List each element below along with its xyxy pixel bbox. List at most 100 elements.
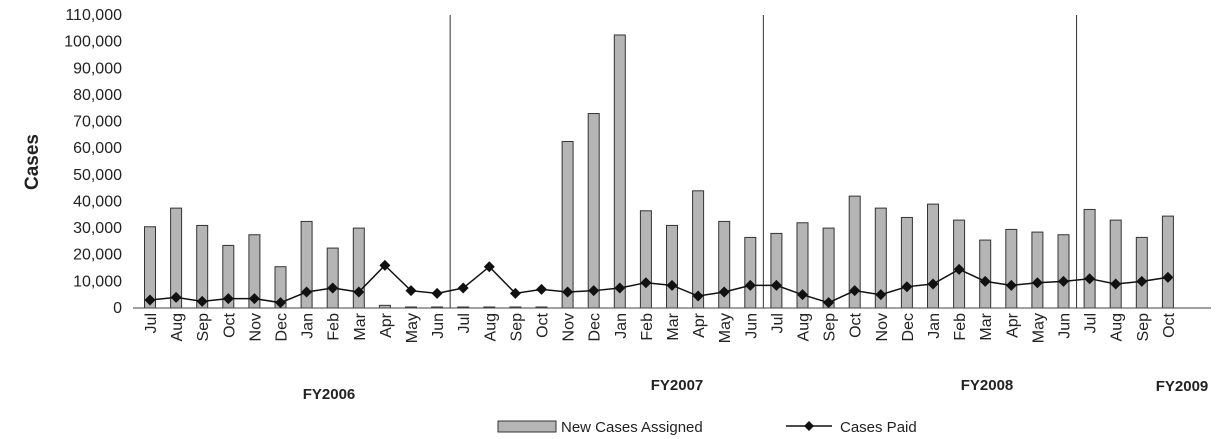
fiscal-year-labels: FY2006 FY2007 FY2008 FY2009 — [303, 377, 1209, 403]
bar — [1135, 236, 1148, 309]
cases-paid-point — [1162, 271, 1174, 283]
bar — [1161, 215, 1174, 309]
x-tick-label: Sep — [195, 313, 212, 342]
x-tick-label: Dec — [274, 313, 291, 341]
x-tick-label: Jan — [300, 313, 317, 339]
fiscal-year-label: FY2008 — [961, 377, 1014, 394]
cases-paid-point — [275, 297, 286, 309]
cases-paid-point — [927, 278, 939, 290]
cases-paid-point — [1110, 278, 1122, 290]
x-tick-label: Nov — [874, 313, 891, 341]
y-tick-label: 90,000 — [73, 60, 122, 77]
y-tick-label: 30,000 — [73, 220, 122, 237]
cases-paid-point — [1005, 279, 1017, 291]
cases-paid-point — [457, 282, 469, 294]
x-tick-label: Feb — [326, 313, 343, 341]
cases-paid-point — [196, 295, 208, 307]
cases-paid-point — [953, 263, 965, 275]
x-tick-label: May — [404, 313, 421, 343]
x-tick-label: Jan — [926, 313, 943, 339]
cases-paid-point — [770, 279, 782, 291]
x-tick-label: Apr — [1004, 312, 1021, 338]
y-tick-label: 50,000 — [73, 167, 122, 184]
legend-marker-cases-paid — [804, 421, 814, 431]
x-tick-label: Jul — [143, 313, 160, 333]
bar — [692, 190, 705, 309]
x-tick-labels: Jul Aug Sep Oct Nov Dec Jan Feb Mar Apr May Jun Jul A… — [143, 312, 1178, 343]
x-tick-label: May — [717, 313, 734, 343]
cases-paid-point — [718, 286, 730, 298]
bar — [639, 210, 652, 309]
y-tick-label: 100,000 — [64, 34, 122, 51]
cases-paid-point — [405, 285, 417, 297]
x-tick-label: Dec — [900, 313, 917, 341]
bar — [744, 236, 757, 309]
bar — [613, 34, 626, 309]
x-tick-label: May — [1030, 313, 1047, 343]
x-tick-label: Jul — [456, 313, 473, 333]
x-tick-label: Apr — [691, 312, 708, 338]
bar — [822, 227, 835, 309]
x-tick-label: Jun — [1057, 313, 1074, 339]
cases-paid-point — [509, 287, 521, 299]
x-tick-label: Feb — [639, 313, 656, 341]
legend: New Cases Assigned Cases Paid — [497, 419, 917, 436]
x-tick-label: Mar — [352, 312, 369, 340]
x-tick-label: Sep — [508, 313, 525, 342]
cases-paid-point — [744, 279, 756, 291]
x-tick-label: Dec — [587, 313, 604, 341]
x-tick-label: Apr — [378, 312, 395, 338]
cases-paid-point — [797, 289, 808, 301]
cases-paid-point — [170, 291, 182, 303]
cases-paid-point — [901, 281, 913, 293]
x-tick-label: Jun — [430, 313, 447, 339]
cases-paid-point — [823, 297, 835, 309]
bar — [927, 203, 939, 309]
fiscal-year-label: FY2006 — [303, 386, 356, 403]
bar — [326, 247, 339, 309]
x-tick-label: Jul — [1083, 313, 1100, 333]
x-tick-label: Nov — [561, 313, 578, 341]
bar — [1005, 228, 1018, 309]
fiscal-year-dividers — [449, 15, 1078, 308]
cases-paid-point — [1058, 275, 1069, 287]
cases-paid-point — [588, 285, 600, 297]
cases-paid-point — [379, 259, 391, 271]
bar — [770, 232, 783, 309]
cases-paid-point — [666, 279, 678, 291]
x-tick-label: Feb — [952, 313, 969, 341]
x-tick-label: Oct — [848, 312, 865, 337]
cases-paid-point — [614, 282, 626, 294]
x-tick-label: Nov — [247, 313, 264, 341]
x-tick-label: Oct — [535, 312, 552, 337]
y-tick-label: 110,000 — [65, 7, 122, 24]
y-tick-label: 60,000 — [73, 140, 122, 157]
cases-paid-point — [562, 286, 574, 298]
cases-paid-point — [327, 282, 339, 294]
cases-paid-point — [875, 289, 887, 301]
x-tick-label: Aug — [169, 313, 186, 341]
y-tick-label: 10,000 — [73, 273, 122, 290]
x-tick-label: Sep — [822, 313, 839, 342]
y-tick-label: 70,000 — [73, 114, 122, 131]
cases-paid-point — [849, 285, 861, 297]
x-tick-label: Aug — [482, 313, 499, 341]
cases-paid-point — [248, 293, 260, 305]
x-tick-label: Oct — [1161, 312, 1178, 337]
legend-label-cases-paid: Cases Paid — [840, 419, 917, 436]
cases-paid-point — [979, 275, 991, 287]
cases-paid-point — [1031, 277, 1043, 289]
cases-paid-point — [483, 261, 495, 273]
cases-paid-point — [431, 287, 443, 299]
x-tick-label: Jan — [613, 313, 630, 339]
x-tick-label: Jun — [743, 313, 760, 339]
cases-paid-point — [301, 286, 313, 298]
bar — [196, 224, 209, 309]
x-tick-label: Jul — [769, 313, 786, 333]
bar — [587, 113, 600, 309]
x-tick-label: Mar — [665, 312, 682, 340]
cases-paid-point — [692, 290, 704, 302]
x-tick-label: Aug — [796, 313, 813, 341]
bar — [979, 239, 992, 309]
